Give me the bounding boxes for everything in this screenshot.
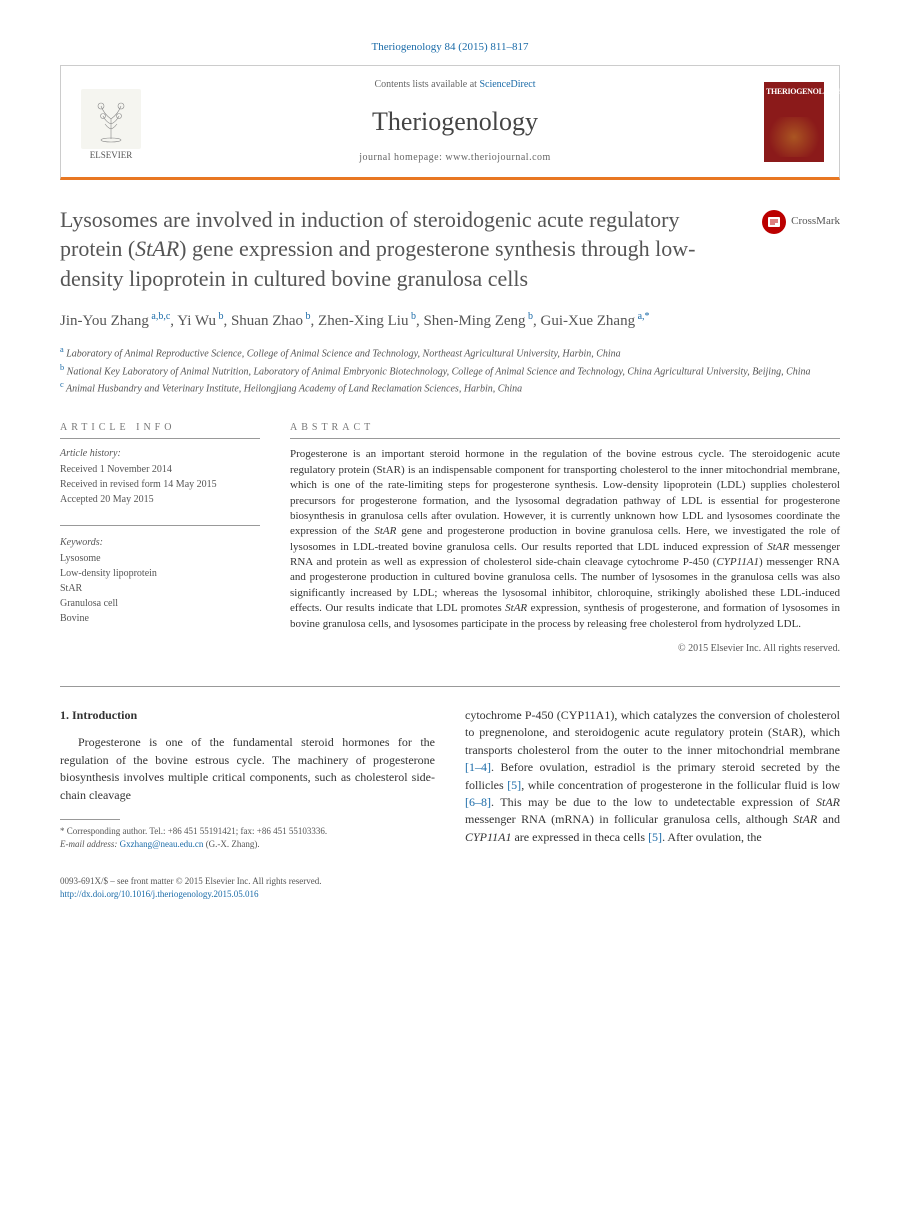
text-run: are expressed in theca cells — [511, 830, 648, 844]
doi-link[interactable]: http://dx.doi.org/10.1016/j.theriogenolo… — [60, 889, 259, 899]
text-run: . This may be due to the low to undetect… — [491, 795, 816, 809]
affiliation: b National Key Laboratory of Animal Nutr… — [60, 362, 840, 379]
citation-line: Theriogenology 84 (2015) 811–817 — [60, 40, 840, 55]
author-list: Jin-You Zhang a,b,c, Yi Wu b, Shuan Zhao… — [60, 309, 840, 333]
crossmark-badge[interactable]: CrossMark — [762, 210, 840, 234]
history-label: Article history: — [60, 447, 260, 461]
keyword: Granulosa cell — [60, 597, 260, 611]
keywords-label: Keywords: — [60, 536, 260, 550]
italic-run: CYP11A1 — [716, 556, 759, 568]
affiliation: a Laboratory of Animal Reproductive Scie… — [60, 344, 840, 361]
keyword: Lysosome — [60, 552, 260, 566]
author: Shen-Ming Zeng b — [423, 313, 533, 329]
crossmark-label: CrossMark — [791, 214, 840, 229]
citation-link[interactable]: [6–8] — [465, 795, 491, 809]
affiliation-list: a Laboratory of Animal Reproductive Scie… — [60, 344, 840, 396]
italic-run: StAR — [816, 795, 840, 809]
affiliation: c Animal Husbandry and Veterinary Instit… — [60, 379, 840, 396]
elsevier-tree-icon — [81, 89, 141, 149]
homepage-url[interactable]: www.theriojournal.com — [445, 152, 550, 163]
italic-run: StAR — [767, 541, 789, 553]
citation-link[interactable]: [5] — [507, 778, 521, 792]
author: Shuan Zhao b — [231, 313, 311, 329]
abstract-copyright: © 2015 Elsevier Inc. All rights reserved… — [290, 642, 840, 656]
received-date: Received 1 November 2014 — [60, 463, 260, 477]
footnote-separator — [60, 819, 120, 820]
publisher-name: ELSEVIER — [90, 149, 133, 162]
intro-paragraph-1: Progesterone is one of the fundamental s… — [60, 734, 435, 804]
italic-run: CYP11A1 — [465, 830, 511, 844]
article-title: Lysosomes are involved in induction of s… — [60, 205, 747, 294]
author: Yi Wu b — [177, 313, 223, 329]
title-row: Lysosomes are involved in induction of s… — [60, 205, 840, 294]
footer-meta: 0093-691X/$ – see front matter © 2015 El… — [60, 875, 840, 900]
journal-header: ELSEVIER Contents lists available at Sci… — [60, 65, 840, 179]
email-line: E-mail address: Gxzhang@neau.edu.cn (G.-… — [60, 838, 435, 851]
italic-run: StAR — [374, 525, 396, 537]
homepage-prefix: journal homepage: — [359, 152, 445, 163]
accepted-date: Accepted 20 May 2015 — [60, 493, 260, 507]
text-run: . After ovulation, the — [662, 830, 762, 844]
text-run: messenger RNA (mRNA) in follicular granu… — [465, 812, 793, 826]
keyword: StAR — [60, 582, 260, 596]
abstract-text: Progesterone is an important steroid hor… — [290, 447, 840, 632]
journal-homepage: journal homepage: www.theriojournal.com — [161, 151, 749, 165]
keywords-block: Keywords: LysosomeLow-density lipoprotei… — [60, 525, 260, 626]
text-run: Progesterone is an important steroid hor… — [290, 448, 840, 537]
article-info-heading: ARTICLE INFO — [60, 421, 260, 439]
journal-name: Theriogenology — [161, 104, 749, 140]
body-columns: 1. Introduction Progesterone is one of t… — [60, 707, 840, 850]
text-run: and — [817, 812, 840, 826]
text-run: cytochrome P-450 (CYP11A1), which cataly… — [465, 708, 840, 757]
issn-line: 0093-691X/$ – see front matter © 2015 El… — [60, 875, 840, 888]
email-suffix: (G.-X. Zhang). — [203, 839, 259, 849]
author: Gui-Xue Zhang a,* — [541, 313, 650, 329]
abstract-heading: ABSTRACT — [290, 421, 840, 439]
section-divider — [60, 686, 840, 687]
citation-link[interactable]: [5] — [648, 830, 662, 844]
sciencedirect-link[interactable]: ScienceDirect — [479, 79, 535, 90]
corresponding-author-footnote: * Corresponding author. Tel.: +86 451 55… — [60, 825, 435, 850]
citation-link[interactable]: [1–4] — [465, 760, 491, 774]
crossmark-icon — [762, 210, 786, 234]
contents-available: Contents lists available at ScienceDirec… — [161, 78, 749, 92]
text-run: , while concentration of progesterone in… — [521, 778, 840, 792]
corresponding-email[interactable]: Gxzhang@neau.edu.cn — [120, 839, 204, 849]
abstract-column: ABSTRACT Progesterone is an important st… — [290, 421, 840, 656]
email-label: E-mail address: — [60, 839, 120, 849]
title-italic: StAR — [135, 236, 179, 261]
text-run: Progesterone is one of the fundamental s… — [60, 735, 435, 801]
intro-heading: 1. Introduction — [60, 707, 435, 724]
header-center: Contents lists available at ScienceDirec… — [161, 78, 749, 164]
revised-date: Received in revised form 14 May 2015 — [60, 478, 260, 492]
contents-prefix: Contents lists available at — [374, 79, 479, 90]
cover-title: THERIOGENOLOGY — [766, 86, 822, 97]
publisher-logo: ELSEVIER — [76, 82, 146, 162]
keyword: Bovine — [60, 612, 260, 626]
author: Jin-You Zhang a,b,c — [60, 313, 170, 329]
author: Zhen-Xing Liu b — [318, 313, 416, 329]
journal-cover-thumbnail: THERIOGENOLOGY — [764, 82, 824, 162]
corresponding-text: * Corresponding author. Tel.: +86 451 55… — [60, 825, 435, 838]
italic-run: StAR — [793, 812, 817, 826]
italic-run: StAR — [505, 602, 527, 614]
article-info-column: ARTICLE INFO Article history: Received 1… — [60, 421, 260, 656]
intro-paragraph-continued: cytochrome P-450 (CYP11A1), which cataly… — [465, 707, 840, 846]
keyword: Low-density lipoprotein — [60, 567, 260, 581]
info-abstract-row: ARTICLE INFO Article history: Received 1… — [60, 421, 840, 656]
